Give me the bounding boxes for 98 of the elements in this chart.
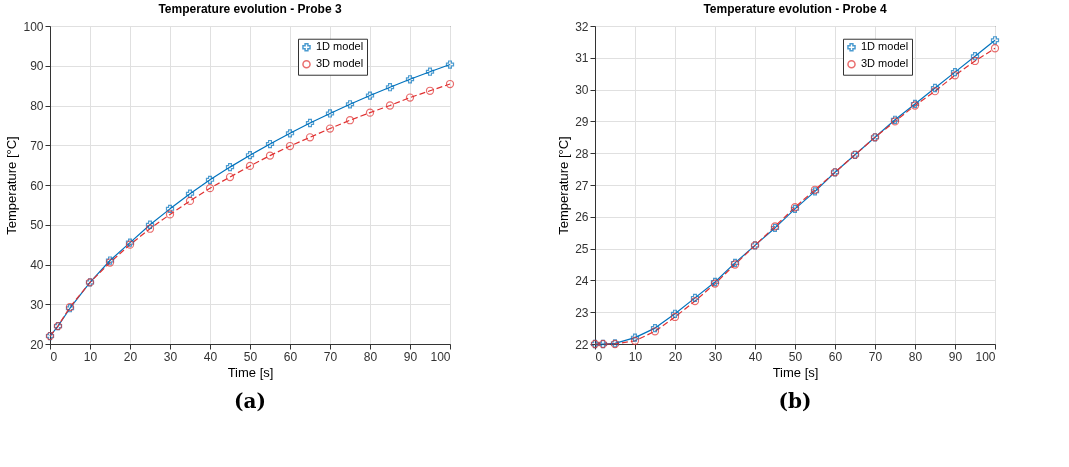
- x-tick-label: 90: [403, 349, 418, 364]
- point: [225, 162, 235, 172]
- point: [425, 67, 435, 76]
- x-tick-label: 90: [948, 349, 963, 364]
- point: [205, 184, 215, 193]
- point: [950, 71, 960, 80]
- text: (b): [778, 389, 812, 413]
- legend-label: 3D model: [316, 57, 364, 70]
- point: [445, 79, 455, 89]
- legend-label: 1D model: [316, 40, 364, 53]
- point: [930, 83, 940, 93]
- point: [185, 196, 195, 206]
- x-axis-title: Time [s]: [227, 364, 274, 380]
- point: [365, 91, 375, 100]
- point: [930, 87, 940, 96]
- x-tick-label: 0: [50, 349, 58, 364]
- point: [265, 151, 275, 160]
- point: [970, 56, 980, 66]
- point: [205, 175, 215, 184]
- x-tick-label: 50: [243, 349, 258, 364]
- x-tick-label: 100: [975, 349, 996, 364]
- x-tick-label: 40: [748, 349, 763, 364]
- legend-label: 1D model: [861, 40, 909, 53]
- point: [285, 141, 295, 151]
- text: (a): [234, 389, 266, 413]
- x-tick-label: 80: [908, 349, 923, 364]
- point: [145, 224, 155, 233]
- x-tick-label: 100: [430, 349, 451, 364]
- point: [345, 100, 355, 109]
- x-tick-label: 50: [788, 349, 803, 364]
- point: [225, 172, 235, 182]
- point: [345, 116, 355, 125]
- y-tick-label: 100: [23, 19, 44, 34]
- y-tick-label: 24: [575, 273, 589, 288]
- x-tick-label: 60: [283, 349, 298, 364]
- point: [990, 36, 1000, 45]
- point: [670, 312, 680, 322]
- y-tick-label: 27: [575, 178, 589, 193]
- y-tick-label: 30: [30, 297, 44, 312]
- y-axis-title: Temperature [°C]: [4, 136, 20, 235]
- chart-title: Temperature evolution - Probe 4: [703, 2, 887, 16]
- point: [405, 93, 415, 102]
- point: [385, 83, 395, 92]
- y-tick-label: 30: [575, 83, 589, 98]
- y-tick-label: 23: [575, 305, 589, 320]
- y-tick-label: 40: [30, 258, 44, 272]
- x-tick-label: 10: [628, 349, 643, 364]
- y-tick-label: 28: [575, 146, 589, 161]
- point: [425, 86, 435, 95]
- y-tick-label: 22: [575, 337, 589, 352]
- point: [365, 108, 375, 117]
- point: [405, 75, 415, 84]
- point: [325, 109, 335, 118]
- x-tick-label: 80: [363, 349, 378, 364]
- point: [670, 309, 680, 318]
- point: [165, 204, 175, 213]
- x-tick-label: 40: [203, 349, 218, 364]
- point: [245, 161, 255, 171]
- x-tick-label: 0: [595, 349, 603, 364]
- y-tick-label: 50: [30, 218, 44, 233]
- y-tick-label: 29: [575, 114, 589, 129]
- y-tick-label: 26: [575, 210, 589, 225]
- x-tick-label: 10: [83, 349, 98, 364]
- chart-title: Temperature evolution - Probe 3: [158, 2, 342, 16]
- x-tick-label: 60: [828, 349, 843, 364]
- y-tick-label: 60: [30, 178, 44, 193]
- x-tick-label: 30: [708, 349, 723, 364]
- x-tick-label: 20: [123, 349, 138, 364]
- point: [325, 124, 335, 133]
- point: [245, 151, 255, 160]
- point: [145, 220, 155, 229]
- point: [650, 323, 660, 333]
- y-tick-label: 20: [30, 337, 44, 352]
- point: [305, 133, 315, 142]
- point: [445, 60, 455, 69]
- y-tick-label: 32: [575, 19, 589, 34]
- point: [285, 129, 295, 138]
- point: [990, 44, 1000, 53]
- point: [185, 189, 195, 198]
- point: [305, 118, 315, 128]
- y-tick-label: 25: [575, 242, 589, 257]
- x-tick-label: 70: [868, 349, 883, 364]
- point: [385, 101, 395, 110]
- y-tick-label: 70: [30, 138, 44, 153]
- point: [165, 210, 175, 219]
- legend-label: 3D model: [861, 57, 909, 70]
- point: [650, 327, 660, 336]
- x-tick-label: 70: [323, 349, 338, 364]
- point: [265, 139, 275, 149]
- x-tick-label: 30: [163, 349, 178, 364]
- x-axis-title: Time [s]: [772, 364, 819, 380]
- x-tick-label: 20: [668, 349, 683, 364]
- y-tick-label: 80: [30, 99, 44, 113]
- y-tick-label: 31: [575, 51, 589, 66]
- point: [950, 67, 960, 77]
- y-tick-label: 90: [30, 59, 44, 74]
- y-axis-title: Temperature [°C]: [556, 136, 572, 235]
- point: [970, 52, 980, 61]
